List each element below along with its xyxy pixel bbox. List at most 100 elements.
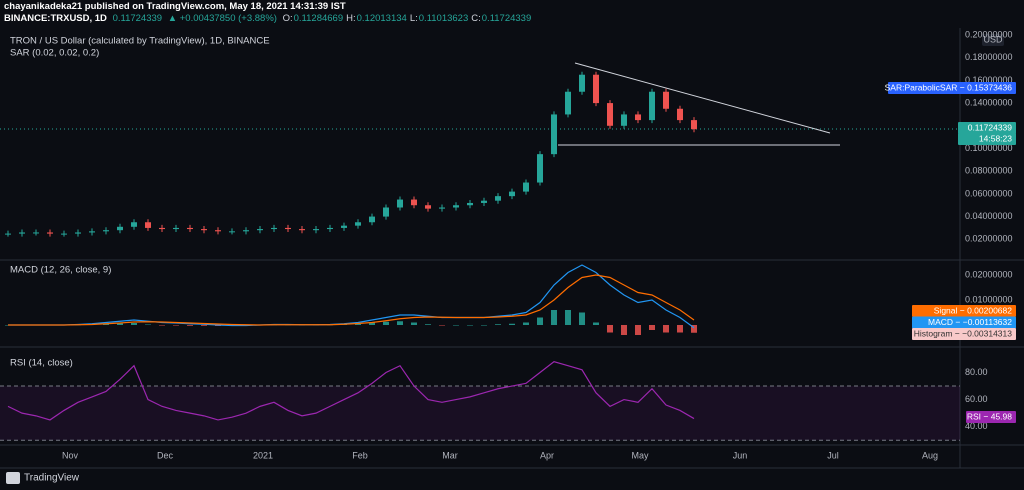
candle — [187, 227, 193, 230]
histogram-bar — [551, 310, 557, 325]
price-tag-bg — [912, 316, 1016, 329]
histogram-bar — [131, 323, 137, 325]
candle — [411, 199, 417, 206]
histogram-bar — [509, 323, 515, 325]
candle — [439, 207, 445, 209]
candle — [229, 231, 235, 233]
histogram-bar — [103, 323, 109, 325]
histogram-bar — [649, 325, 655, 330]
y-tick-label: 60.00 — [965, 394, 988, 404]
candle — [271, 227, 277, 230]
x-tick-label: Feb — [352, 450, 368, 460]
candle — [131, 222, 137, 227]
candle — [621, 114, 627, 126]
macd-line — [8, 264, 695, 329]
candle — [551, 114, 557, 155]
histogram-bar — [677, 325, 683, 333]
y-tick-label: 0.10000000 — [965, 143, 1013, 153]
candle — [327, 227, 333, 230]
price-tag: Signal − 0.00200682 — [934, 305, 1012, 315]
candle — [215, 230, 221, 232]
rsi-band — [0, 386, 960, 441]
candle — [495, 196, 501, 201]
trendline — [574, 62, 831, 134]
y-tick-label: 80.00 — [965, 367, 988, 377]
price-tag: Histogram − −0.00314313 — [914, 328, 1013, 338]
change: ▲ +0.00437850 (+3.88%) — [167, 13, 277, 24]
y-tick-label: 0.02000000 — [965, 269, 1013, 279]
candle — [285, 227, 291, 230]
y-tick-label: 0.16000000 — [965, 75, 1013, 85]
x-tick-label: Dec — [157, 450, 174, 460]
x-tick-label: Nov — [62, 450, 79, 460]
histogram-bar — [621, 325, 627, 335]
y-tick-label: 0.06000000 — [965, 188, 1013, 198]
symbol-line: BINANCE:TRXUSD, 1D 0.11724339 ▲ +0.00437… — [4, 13, 534, 25]
x-tick-label: Jun — [733, 450, 748, 460]
y-tick-label: 0.08000000 — [965, 166, 1013, 176]
candle — [103, 230, 109, 232]
x-tick-label: Apr — [540, 450, 554, 460]
candle — [481, 200, 487, 203]
candle — [341, 225, 347, 228]
logo — [6, 472, 20, 484]
candle — [467, 202, 473, 206]
ohlc-key: C: — [471, 13, 481, 24]
candle — [75, 232, 81, 234]
price-tag-bg — [958, 133, 1016, 145]
histogram-bar — [593, 322, 599, 325]
histogram-bar — [495, 324, 501, 325]
candle — [635, 114, 641, 121]
ohlc-value: 0.11284669 — [293, 13, 344, 24]
candle — [33, 232, 39, 234]
candle — [397, 199, 403, 208]
ohlc-key: L: — [409, 13, 418, 24]
ohlc-key: H: — [346, 13, 356, 24]
publisher: chayanikadeka21 published on TradingView… — [4, 1, 346, 12]
candle — [523, 182, 529, 192]
pane-title: MACD (12, 26, close, 9) — [10, 265, 111, 276]
y-tick-label: 0.18000000 — [965, 52, 1013, 62]
candle — [677, 108, 683, 121]
symbol: BINANCE:TRXUSD, 1D — [4, 13, 107, 24]
histogram-bar — [383, 321, 389, 325]
header: chayanikadeka21 published on TradingView… — [4, 1, 534, 25]
y-tick-label: 40.00 — [965, 421, 988, 431]
candle — [649, 91, 655, 121]
price-tag: RSI − 45.98 — [967, 411, 1012, 421]
footer-brand: TradingView — [24, 473, 80, 484]
candle — [145, 222, 151, 228]
price-tag: 14:58:23 — [979, 133, 1012, 143]
histogram-bar — [369, 322, 375, 325]
histogram-bar — [201, 325, 207, 326]
price-tag-bg — [888, 82, 1016, 94]
currency-badge[interactable] — [982, 34, 1004, 46]
price-tag: 0.11724339 — [968, 122, 1013, 132]
pane-title: RSI (14, close) — [10, 358, 73, 369]
candle — [313, 229, 319, 231]
candle — [299, 229, 305, 231]
y-tick-label: 0.20000000 — [965, 29, 1013, 39]
histogram-bar — [397, 321, 403, 325]
candle — [579, 74, 585, 92]
last-price: 0.11724339 — [112, 13, 163, 24]
y-tick-label: 0.04000000 — [965, 211, 1013, 221]
candle — [537, 154, 543, 183]
candle — [565, 91, 571, 115]
candle — [243, 230, 249, 232]
histogram-bar — [565, 310, 571, 325]
histogram-bar — [481, 325, 487, 326]
candle — [453, 205, 459, 208]
histogram-bar — [691, 325, 697, 333]
histogram-bar — [663, 325, 669, 333]
candle — [159, 227, 165, 230]
y-tick-label: 0.02000000 — [965, 234, 1013, 244]
y-tick-label: 0.01000000 — [965, 294, 1013, 304]
signal-line — [8, 274, 695, 326]
price-tag-bg — [912, 305, 1016, 317]
candle — [201, 229, 207, 231]
x-tick-label: Aug — [922, 450, 938, 460]
candle — [509, 191, 515, 197]
